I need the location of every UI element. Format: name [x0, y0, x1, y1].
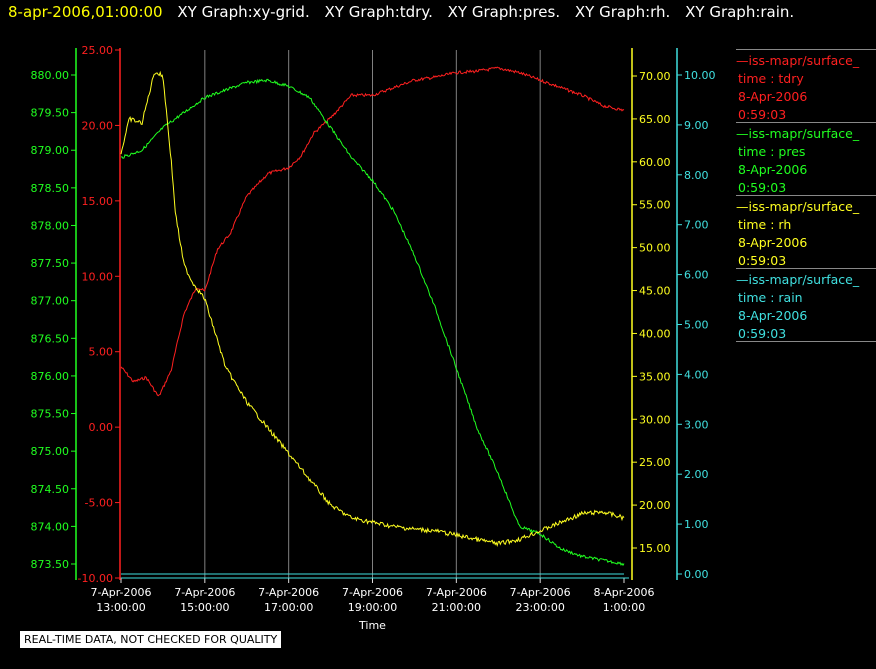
legend-time: 0:59:03: [738, 180, 787, 195]
legend-date: 8-Apr-2006: [738, 162, 808, 177]
legend-field: time : tdry: [738, 71, 804, 86]
y-tick-label-tdry: 0.00: [89, 421, 114, 434]
title-xy-grid: XY Graph:xy-grid.: [177, 3, 310, 21]
y-tick-label-pres: 874.50: [31, 483, 70, 496]
y-tick-label-tdry: 10.00: [82, 270, 114, 283]
y-tick-label-pres: 875.50: [31, 408, 70, 421]
y-tick-label-pres: 878.00: [31, 219, 70, 232]
y-tick-label-pres: 873.50: [31, 558, 70, 571]
y-tick-label-tdry: 5.00: [89, 346, 114, 359]
x-tick-label-date: 7-Apr-2006: [258, 586, 319, 599]
y-tick-label-rain: 8.00: [684, 169, 709, 182]
y-tick-label-pres: 877.50: [31, 257, 70, 270]
y-tick-label-rain: 7.00: [684, 219, 709, 232]
y-tick-label-rh: 55.00: [639, 199, 671, 212]
y-tick-label-pres: 877.00: [31, 295, 70, 308]
legend-date: 8-Apr-2006: [738, 235, 808, 250]
x-tick-label-date: 8-Apr-2006: [593, 586, 654, 599]
y-tick-label-rh: 20.00: [639, 499, 671, 512]
title-rh: XY Graph:rh.: [574, 3, 671, 21]
legend-source: —iss-mapr/surface_: [736, 53, 860, 68]
y-tick-label-rain: 10.00: [684, 69, 716, 82]
y-tick-label-pres: 878.50: [31, 182, 70, 195]
y-tick-label-tdry: 15.00: [82, 195, 114, 208]
x-tick-label-time: 13:00:00: [96, 601, 145, 614]
legend-time: 0:59:03: [738, 107, 787, 122]
x-tick-label-time: 23:00:00: [515, 601, 564, 614]
y-tick-label-pres: 874.00: [31, 520, 70, 533]
title-rain: XY Graph:rain.: [685, 3, 795, 21]
y-tick-label-rain: 4.00: [684, 368, 709, 381]
y-tick-label-rain: 6.00: [684, 269, 709, 282]
y-tick-label-rh: 35.00: [639, 370, 671, 383]
y-tick-label-pres: 876.00: [31, 370, 70, 383]
y-tick-label-rain: 2.00: [684, 468, 709, 481]
x-tick-label-date: 7-Apr-2006: [90, 586, 151, 599]
y-tick-label-rh: 70.00: [639, 70, 671, 83]
series-line-rh: [120, 70, 625, 547]
y-tick-label-rain: 1.00: [684, 518, 709, 531]
y-tick-label-rh: 25.00: [639, 456, 671, 469]
header-title-bar: 8-apr-2006,01:00:00 XY Graph:xy-grid. XY…: [8, 3, 794, 21]
y-tick-label-rh: 30.00: [639, 413, 671, 426]
y-tick-label-tdry: -5.00: [85, 497, 113, 510]
x-tick-label-time: 19:00:00: [348, 601, 397, 614]
y-tick-label-tdry: 20.00: [82, 119, 114, 132]
title-tdry: XY Graph:tdry.: [324, 3, 433, 21]
legend-time: 0:59:03: [738, 326, 787, 341]
x-axis-label: Time: [358, 619, 386, 632]
y-tick-label-rh: 65.00: [639, 113, 671, 126]
y-tick-label-rh: 15.00: [639, 542, 671, 555]
y-tick-label-tdry: 25.00: [82, 44, 114, 57]
legend-item-tdry[interactable]: —iss-mapr/surface_ time : tdry 8-Apr-200…: [736, 49, 876, 122]
legend-date: 8-Apr-2006: [738, 89, 808, 104]
quality-disclaimer: REAL-TIME DATA, NOT CHECKED FOR QUALITY: [20, 631, 282, 648]
legend-field: time : pres: [738, 144, 806, 159]
x-tick-label-time: 21:00:00: [432, 601, 481, 614]
y-tick-label-pres: 875.00: [31, 445, 70, 458]
y-tick-label-pres: 880.00: [31, 69, 70, 82]
y-tick-label-rh: 40.00: [639, 327, 671, 340]
legend-item-pres[interactable]: —iss-mapr/surface_ time : pres 8-Apr-200…: [736, 122, 876, 195]
y-tick-label-rh: 50.00: [639, 242, 671, 255]
y-tick-label-pres: 876.50: [31, 332, 70, 345]
x-tick-label-time: 17:00:00: [264, 601, 313, 614]
legend-field: time : rh: [738, 217, 792, 232]
y-tick-label-rh: 60.00: [639, 156, 671, 169]
y-tick-label-rain: 9.00: [684, 119, 709, 132]
legend-item-rh[interactable]: —iss-mapr/surface_ time : rh 8-Apr-2006 …: [736, 195, 876, 268]
x-tick-label-date: 7-Apr-2006: [174, 586, 235, 599]
legend-date: 8-Apr-2006: [738, 308, 808, 323]
timestamp: 8-apr-2006,01:00:00: [8, 3, 163, 21]
legend-time: 0:59:03: [738, 253, 787, 268]
y-tick-label-rh: 45.00: [639, 285, 671, 298]
legend-source: —iss-mapr/surface_: [736, 199, 860, 214]
y-tick-label-rain: 0.00: [684, 568, 709, 581]
legend-field: time : rain: [738, 290, 803, 305]
legend-source: —iss-mapr/surface_: [736, 272, 860, 287]
y-tick-label-rain: 3.00: [684, 418, 709, 431]
x-tick-label-date: 7-Apr-2006: [510, 586, 571, 599]
title-pres: XY Graph:pres.: [447, 3, 561, 21]
series-line-pres: [120, 78, 625, 567]
series-line-tdry: [120, 66, 625, 397]
y-tick-label-rain: 5.00: [684, 319, 709, 332]
y-tick-label-pres: 879.00: [31, 144, 70, 157]
y-tick-label-tdry: -10.00: [78, 572, 113, 585]
y-tick-label-pres: 879.50: [31, 107, 70, 120]
x-tick-label-date: 7-Apr-2006: [426, 586, 487, 599]
x-tick-label-date: 7-Apr-2006: [342, 586, 403, 599]
x-tick-label-time: 15:00:00: [180, 601, 229, 614]
x-tick-label-time: 1:00:00: [603, 601, 645, 614]
legend-item-rain[interactable]: —iss-mapr/surface_ time : rain 8-Apr-200…: [736, 268, 876, 342]
legend: —iss-mapr/surface_ time : tdry 8-Apr-200…: [736, 49, 876, 342]
legend-source: —iss-mapr/surface_: [736, 126, 860, 141]
